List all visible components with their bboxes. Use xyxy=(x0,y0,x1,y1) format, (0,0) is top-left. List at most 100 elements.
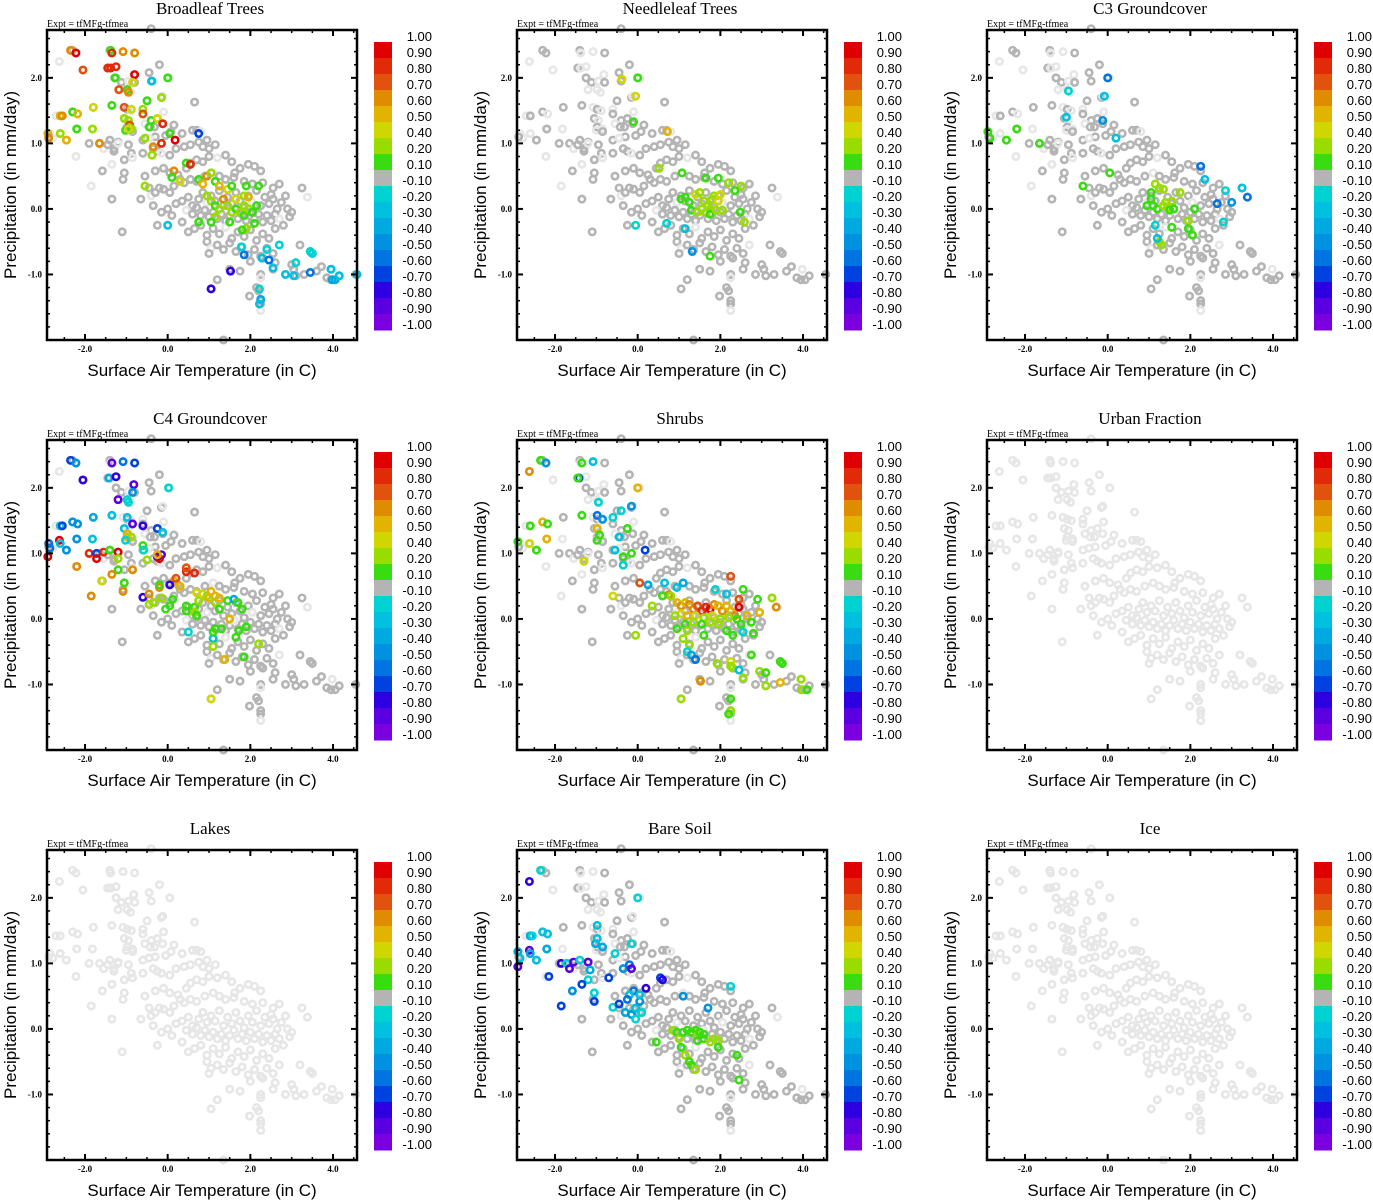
data-point xyxy=(291,681,301,691)
data-point-colored xyxy=(72,124,82,134)
data-point xyxy=(554,138,564,148)
colorbar-bin xyxy=(844,532,862,549)
colorbar-bin xyxy=(844,1038,862,1055)
data-point xyxy=(262,1063,272,1073)
colorbar-bin xyxy=(374,42,392,59)
colorbar-bin xyxy=(374,218,392,235)
data-point xyxy=(738,248,748,258)
data-point-colored xyxy=(598,514,608,524)
colorbar-label: -0.80 xyxy=(872,1105,902,1120)
colorbar-label: -0.40 xyxy=(402,221,432,236)
data-point-colored xyxy=(631,630,641,640)
data-point xyxy=(295,1060,305,1070)
data-point-colored xyxy=(577,979,587,989)
data-point xyxy=(1239,269,1249,279)
data-point xyxy=(200,205,210,215)
data-point xyxy=(1105,988,1115,998)
data-point xyxy=(144,1003,154,1013)
data-point-colored xyxy=(761,681,771,691)
data-point xyxy=(311,676,321,686)
data-point xyxy=(672,1017,682,1027)
data-point-colored xyxy=(1158,184,1168,194)
data-point xyxy=(206,1104,216,1114)
colorbar-bin xyxy=(1314,564,1332,581)
data-point-colored xyxy=(724,613,734,623)
colorbar-bin xyxy=(844,484,862,501)
y-tick-label: 2.0 xyxy=(501,73,513,83)
data-point xyxy=(214,1006,224,1016)
data-point xyxy=(577,604,587,614)
data-point xyxy=(651,205,661,215)
data-point xyxy=(1154,639,1164,649)
data-point xyxy=(1158,1065,1168,1075)
data-point xyxy=(707,652,717,662)
x-tick-label: 2.0 xyxy=(245,344,257,354)
data-point xyxy=(1012,944,1022,954)
data-point xyxy=(1068,127,1078,137)
data-point xyxy=(249,655,259,665)
colorbar-label: 1.00 xyxy=(407,849,432,864)
data-point xyxy=(744,999,754,1009)
data-point-colored xyxy=(175,581,185,591)
data-point xyxy=(148,611,158,621)
data-point xyxy=(187,945,197,955)
data-point xyxy=(674,554,684,564)
data-point xyxy=(116,77,126,87)
data-point xyxy=(521,521,531,531)
data-point xyxy=(1189,571,1199,581)
data-point xyxy=(1027,124,1037,134)
data-point xyxy=(1138,977,1148,987)
data-point xyxy=(1267,264,1277,274)
data-point-colored xyxy=(110,73,120,83)
data-point-colored xyxy=(732,614,742,624)
data-point xyxy=(266,190,276,200)
colorbar-label: -0.50 xyxy=(1342,647,1372,662)
data-point xyxy=(709,996,719,1006)
data-point xyxy=(662,996,672,1006)
colorbar-bin xyxy=(844,628,862,645)
data-point xyxy=(117,1047,127,1057)
x-tick-label: 0.0 xyxy=(162,1164,174,1174)
data-point xyxy=(633,204,643,214)
data-point xyxy=(166,947,176,957)
data-point-colored xyxy=(556,1001,566,1011)
data-point-colored xyxy=(676,1042,686,1052)
colorbar-label: 0.80 xyxy=(1347,471,1372,486)
data-point xyxy=(210,1016,220,1026)
data-point-colored xyxy=(672,582,682,592)
colorbar-label: 0.20 xyxy=(407,961,432,976)
data-point-colored xyxy=(697,619,707,629)
colorbar-label: 0.90 xyxy=(877,455,902,470)
data-point xyxy=(235,573,245,583)
data-point-colored xyxy=(156,93,166,103)
data-point xyxy=(1078,924,1088,934)
data-point xyxy=(1134,1014,1144,1024)
panel-title: Bare Soil xyxy=(648,819,712,838)
data-point xyxy=(564,548,574,558)
data-point-colored xyxy=(678,578,688,588)
colorbar-bin xyxy=(844,468,862,485)
data-point xyxy=(1105,560,1115,570)
data-point xyxy=(1078,109,1088,119)
data-point xyxy=(165,150,175,160)
data-point-colored xyxy=(651,1037,661,1047)
data-point xyxy=(245,225,255,235)
colorbar-bin xyxy=(844,1086,862,1103)
data-point xyxy=(221,584,231,594)
colorbar-label: 0.10 xyxy=(1347,567,1372,582)
colorbar-label: 0.70 xyxy=(407,897,432,912)
data-point xyxy=(1117,129,1127,139)
data-point xyxy=(200,1025,210,1035)
colorbar-bin xyxy=(844,596,862,613)
colorbar-bin xyxy=(374,942,392,959)
data-point xyxy=(703,637,713,647)
colorbar-bin xyxy=(844,862,862,879)
data-point-colored xyxy=(202,191,212,201)
data-point xyxy=(256,269,266,279)
data-point xyxy=(598,127,608,137)
data-point xyxy=(158,911,168,921)
data-point xyxy=(1125,140,1135,150)
data-point-colored xyxy=(1212,199,1222,209)
data-point xyxy=(701,598,711,608)
colorbar-bin xyxy=(844,170,862,187)
